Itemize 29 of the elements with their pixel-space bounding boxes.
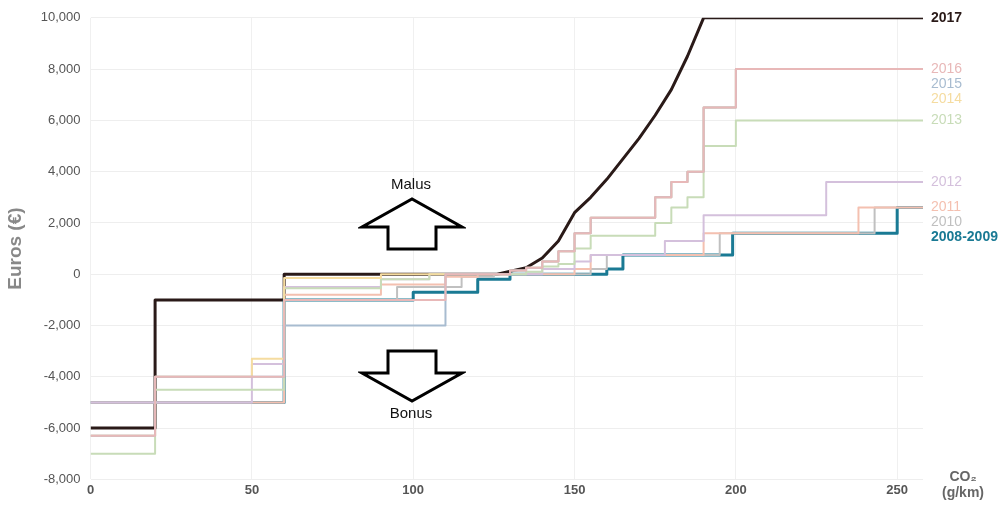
- y-tick-label: -2,000: [43, 317, 81, 333]
- y-tick-label: -8,000: [43, 470, 81, 486]
- series-label: 2016: [931, 59, 963, 76]
- series-label: 2010: [931, 213, 963, 230]
- x-tick-label: 0: [86, 481, 95, 497]
- series-label: 2017: [931, 8, 963, 25]
- series-label: 2014: [931, 89, 963, 106]
- y-axis-title: Euros (€): [3, 207, 25, 290]
- x-axis-title: CO₂ (g/km): [941, 468, 985, 500]
- y-tick-label: -4,000: [43, 368, 81, 384]
- x-tick-label: 50: [244, 481, 260, 497]
- y-tick-label: 2,000: [48, 214, 81, 230]
- y-tick-label: 0: [73, 265, 81, 281]
- x-tick-label: 250: [886, 481, 909, 497]
- y-tick-label: 10,000: [40, 9, 81, 25]
- x-tick-label: 200: [725, 481, 747, 497]
- x-tick-label: 100: [402, 481, 425, 497]
- series-label: 2015: [931, 74, 963, 91]
- series-label: 2011: [931, 198, 962, 215]
- y-tick-label: 6,000: [48, 111, 81, 127]
- x-tick-label: 150: [563, 481, 586, 497]
- annotation: Malus: [390, 175, 432, 193]
- series-label: 2008-2009: [931, 228, 999, 245]
- series-label: 2013: [931, 111, 963, 128]
- series-label: 2012: [931, 172, 963, 189]
- y-tick-label: 8,000: [48, 60, 81, 76]
- y-tick-label: -6,000: [43, 419, 81, 435]
- annotation: Bonus: [389, 404, 433, 422]
- y-tick-label: 4,000: [48, 163, 81, 179]
